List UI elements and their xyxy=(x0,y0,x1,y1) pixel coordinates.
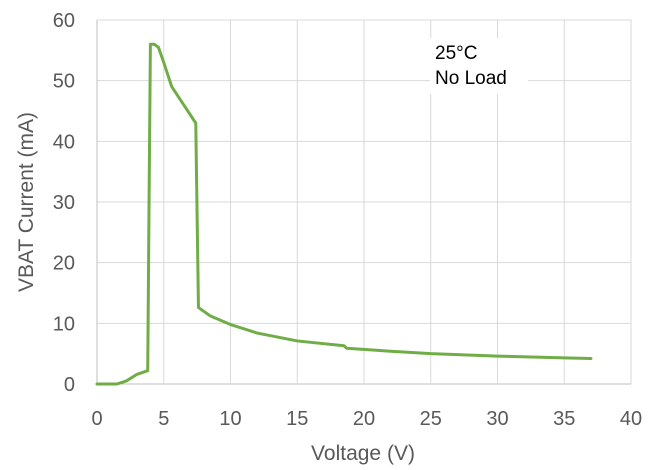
gridlines xyxy=(96,19,632,385)
x-tick-labels: 0 5 10 15 20 25 30 35 40 xyxy=(91,408,642,430)
y-tick-labels: 0 10 20 30 40 50 60 xyxy=(53,10,75,396)
x-tick-label: 30 xyxy=(486,408,508,430)
y-tick-label: 0 xyxy=(64,374,75,396)
x-tick-label: 35 xyxy=(553,408,575,430)
x-tick-label: 0 xyxy=(91,408,102,430)
annotation-box xyxy=(430,38,528,94)
y-tick-label: 50 xyxy=(53,71,75,93)
x-tick-label: 5 xyxy=(158,408,169,430)
x-tick-label: 20 xyxy=(353,408,375,430)
series-line xyxy=(95,42,593,386)
y-tick-label: 60 xyxy=(53,10,75,32)
y-axis-title: VBAT Current (mA) xyxy=(15,112,38,292)
y-tick-label: 20 xyxy=(53,253,75,275)
x-tick-label: 10 xyxy=(219,408,241,430)
y-tick-label: 40 xyxy=(53,131,75,153)
annotation-temperature: 25°C xyxy=(435,43,477,64)
x-tick-label: 25 xyxy=(420,408,442,430)
annotation-load: No Load xyxy=(435,68,507,89)
y-tick-label: 30 xyxy=(53,192,75,214)
x-tick-label: 40 xyxy=(620,408,642,430)
y-tick-label: 10 xyxy=(53,313,75,335)
x-axis-title: Voltage (V) xyxy=(311,442,415,465)
series-lines xyxy=(95,42,593,386)
x-tick-label: 15 xyxy=(286,408,308,430)
